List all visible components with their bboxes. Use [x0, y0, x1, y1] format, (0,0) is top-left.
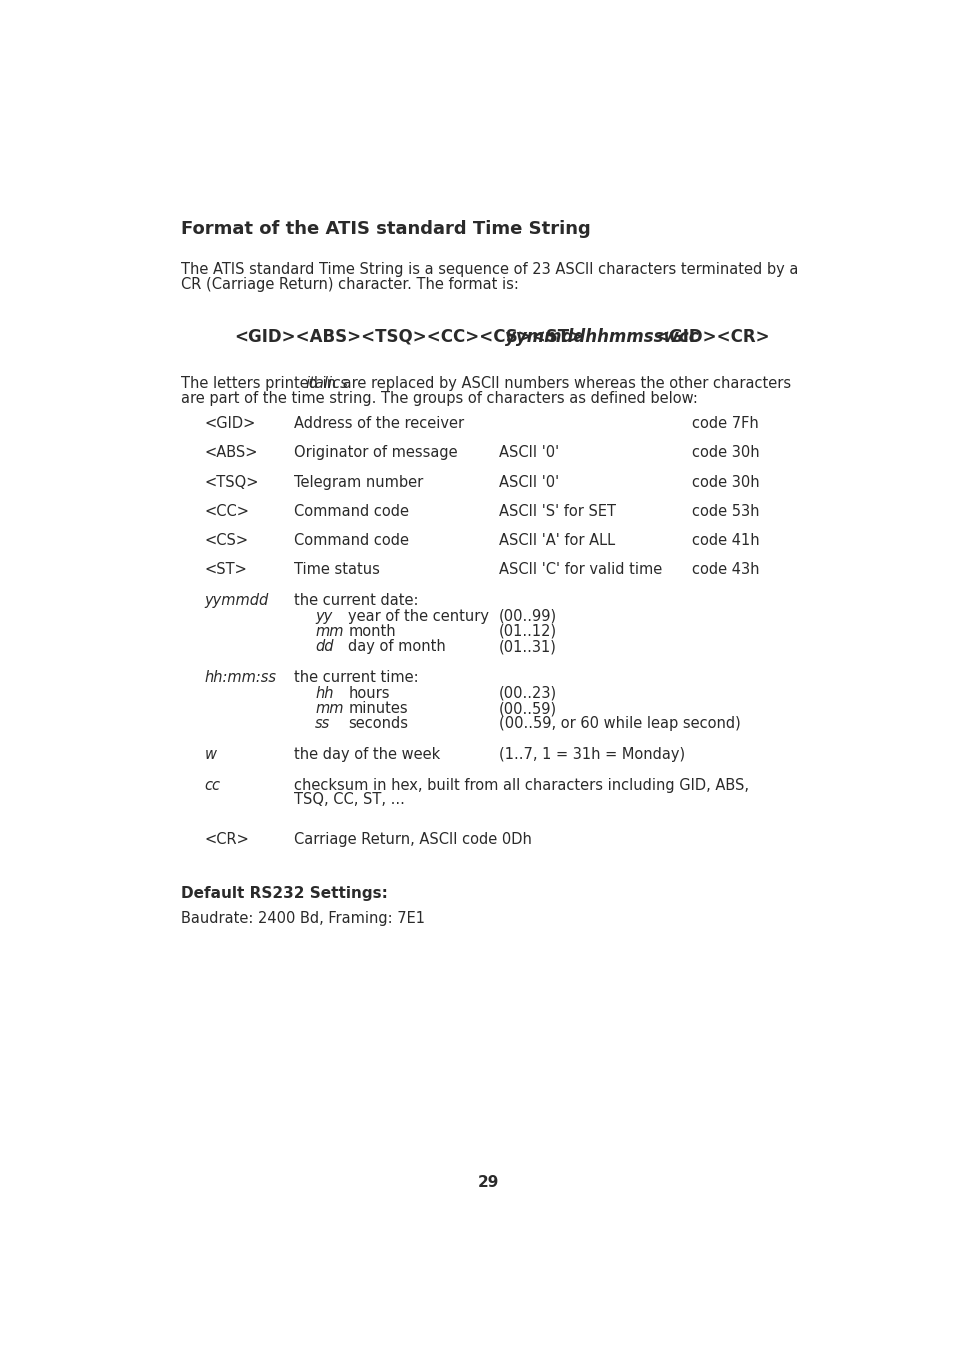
Text: minutes: minutes — [348, 701, 408, 716]
Text: <TSQ>: <TSQ> — [204, 475, 258, 490]
Text: day of month: day of month — [348, 640, 446, 655]
Text: <ST>: <ST> — [204, 563, 247, 578]
Text: hh: hh — [314, 686, 334, 701]
Text: the current date:: the current date: — [294, 593, 417, 609]
Text: <CS>: <CS> — [204, 533, 248, 548]
Text: code 30h: code 30h — [692, 475, 760, 490]
Text: seconds: seconds — [348, 717, 408, 732]
Text: CR (Carriage Return) character. The format is:: CR (Carriage Return) character. The form… — [181, 278, 518, 293]
Text: (00..59): (00..59) — [498, 701, 557, 716]
Text: hours: hours — [348, 686, 390, 701]
Text: 29: 29 — [477, 1174, 499, 1189]
Text: Carriage Return, ASCII code 0Dh: Carriage Return, ASCII code 0Dh — [294, 832, 531, 846]
Text: (00..99): (00..99) — [498, 609, 557, 624]
Text: (00..59, or 60 while leap second): (00..59, or 60 while leap second) — [498, 717, 740, 732]
Text: w: w — [204, 747, 216, 763]
Text: <CR>: <CR> — [204, 832, 249, 846]
Text: ASCII '0': ASCII '0' — [498, 446, 558, 460]
Text: are replaced by ASCII numbers whereas the other characters: are replaced by ASCII numbers whereas th… — [337, 377, 790, 392]
Text: italics: italics — [305, 377, 348, 392]
Text: Time status: Time status — [294, 563, 379, 578]
Text: <GID><CR>: <GID><CR> — [654, 328, 769, 346]
Text: (1..7, 1 = 31h = Monday): (1..7, 1 = 31h = Monday) — [498, 747, 684, 763]
Text: month: month — [348, 624, 395, 639]
Text: code 43h: code 43h — [692, 563, 759, 578]
Text: ASCII 'S' for SET: ASCII 'S' for SET — [498, 504, 615, 518]
Text: mm: mm — [314, 624, 343, 639]
Text: (01..12): (01..12) — [498, 624, 557, 639]
Text: yy: yy — [314, 609, 332, 624]
Text: Telegram number: Telegram number — [294, 475, 422, 490]
Text: <GID>: <GID> — [204, 416, 255, 431]
Text: Originator of message: Originator of message — [294, 446, 456, 460]
Text: code 7Fh: code 7Fh — [692, 416, 759, 431]
Text: hh:mm:ss: hh:mm:ss — [204, 670, 276, 686]
Text: year of the century: year of the century — [348, 609, 489, 624]
Text: Address of the receiver: Address of the receiver — [294, 416, 463, 431]
Text: code 41h: code 41h — [692, 533, 760, 548]
Text: ss: ss — [314, 717, 330, 732]
Text: the current time:: the current time: — [294, 670, 418, 686]
Text: Command code: Command code — [294, 504, 408, 518]
Text: <ABS>: <ABS> — [204, 446, 257, 460]
Text: TSQ, CC, ST, ...: TSQ, CC, ST, ... — [294, 792, 404, 807]
Text: <GID><ABS><TSQ><CC><CS><ST>: <GID><ABS><TSQ><CC><CS><ST> — [233, 328, 582, 346]
Text: Default RS232 Settings:: Default RS232 Settings: — [181, 886, 388, 900]
Text: mm: mm — [314, 701, 343, 716]
Text: Command code: Command code — [294, 533, 408, 548]
Text: code 53h: code 53h — [692, 504, 759, 518]
Text: ASCII 'C' for valid time: ASCII 'C' for valid time — [498, 563, 661, 578]
Text: (01..31): (01..31) — [498, 640, 556, 655]
Text: Format of the ATIS standard Time String: Format of the ATIS standard Time String — [181, 220, 590, 238]
Text: the day of the week: the day of the week — [294, 747, 439, 763]
Text: yymmdd: yymmdd — [204, 593, 268, 609]
Text: Baudrate: 2400 Bd, Framing: 7E1: Baudrate: 2400 Bd, Framing: 7E1 — [181, 911, 425, 926]
Text: ASCII '0': ASCII '0' — [498, 475, 558, 490]
Text: cc: cc — [204, 778, 220, 792]
Text: ASCII 'A' for ALL: ASCII 'A' for ALL — [498, 533, 614, 548]
Text: code 30h: code 30h — [692, 446, 760, 460]
Text: <CC>: <CC> — [204, 504, 249, 518]
Text: dd: dd — [314, 640, 334, 655]
Text: (00..23): (00..23) — [498, 686, 557, 701]
Text: yymmddhhmmsswcc: yymmddhhmmsswcc — [504, 328, 698, 346]
Text: The ATIS standard Time String is a sequence of 23 ASCII characters terminated by: The ATIS standard Time String is a seque… — [181, 262, 798, 277]
Text: checksum in hex, built from all characters including GID, ABS,: checksum in hex, built from all characte… — [294, 778, 748, 792]
Text: The letters printed in: The letters printed in — [181, 377, 340, 392]
Text: are part of the time string. The groups of characters as defined below:: are part of the time string. The groups … — [181, 392, 698, 406]
